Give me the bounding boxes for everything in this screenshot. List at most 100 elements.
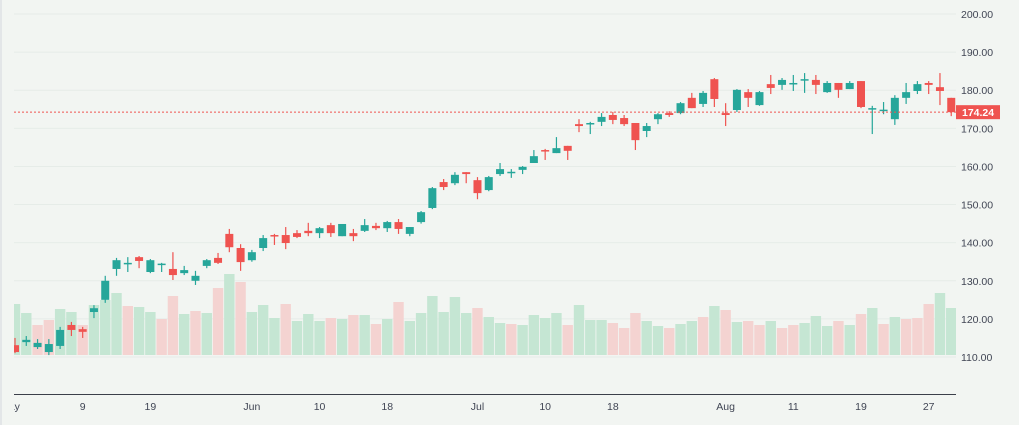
volume-bar (190, 311, 201, 355)
candle-body (202, 260, 211, 266)
candle (417, 211, 426, 224)
volume-bar (156, 319, 167, 355)
candle (732, 89, 741, 112)
volume-bar (855, 314, 867, 355)
candle (281, 227, 290, 250)
volume-bar (167, 296, 179, 355)
candle-body (913, 84, 922, 91)
candle-body (699, 92, 708, 104)
candle-body (405, 227, 414, 234)
volume-bar (224, 274, 235, 355)
candle-body (755, 92, 764, 106)
volume-bar (731, 322, 743, 355)
candle (676, 102, 685, 115)
volume-bar (697, 317, 709, 355)
candle (180, 265, 189, 276)
candle (800, 73, 809, 93)
candle-body (541, 150, 550, 152)
volume-bar (596, 320, 607, 355)
price-axis[interactable]: 110.00 120.00 130.00 140.00 150.00 160.00 170.… (961, 9, 993, 364)
candle (112, 257, 121, 276)
candle-body (349, 233, 358, 237)
volume-bar (122, 306, 133, 355)
volume-bar (235, 282, 246, 355)
x-tick-label: 11 (788, 401, 799, 413)
candle (394, 219, 403, 234)
volume-bar (686, 321, 697, 355)
candle-body (168, 268, 177, 276)
candle (586, 121, 595, 135)
candle (462, 172, 471, 184)
candle (338, 223, 347, 237)
candle (518, 166, 527, 175)
x-tick-label: 10 (539, 401, 551, 413)
x-tick-label: 19 (145, 401, 157, 413)
candle-body (766, 84, 775, 88)
volume-bar (14, 304, 21, 355)
candle-body (450, 174, 459, 184)
volume-bar (179, 314, 190, 355)
x-tick-label: Jul (471, 401, 484, 413)
candle (823, 81, 832, 93)
candle-body (710, 79, 719, 99)
volume-bar (765, 321, 776, 355)
candle-body (360, 225, 369, 231)
candle (191, 270, 200, 285)
volume-bar (449, 297, 461, 355)
candle (168, 252, 177, 281)
candle (315, 227, 324, 239)
candle (428, 187, 437, 210)
volume-bar (145, 312, 156, 355)
volume-bar (743, 321, 754, 355)
last-price-tag-box (956, 105, 1000, 120)
volume-bar (517, 325, 528, 355)
candle-body (608, 114, 617, 120)
volume-bar (336, 319, 348, 355)
candle-body (484, 177, 493, 191)
candle-body (800, 79, 809, 81)
volume-bar (923, 304, 934, 355)
candle-body (14, 345, 19, 353)
candle (857, 81, 865, 109)
volume-bar (201, 313, 212, 355)
volume-bar (494, 323, 506, 355)
candle (834, 82, 843, 98)
y-tick-label: 170.00 (961, 123, 993, 135)
candle-body (935, 87, 944, 91)
volume-bar (257, 305, 269, 355)
y-tick-label: 110.00 (961, 352, 992, 364)
candle (44, 339, 53, 356)
volume-bar (776, 328, 788, 355)
candle (924, 81, 933, 95)
candle (755, 90, 764, 106)
volume-bar (675, 324, 686, 355)
candle-body (214, 257, 223, 263)
candle-body (947, 97, 956, 113)
candle-body (529, 156, 538, 164)
volume-bar (415, 313, 427, 355)
candle-body (721, 113, 730, 115)
candle (146, 259, 155, 274)
candle (293, 230, 301, 239)
candle (642, 122, 651, 138)
volume-bar (483, 317, 494, 355)
volume-bar (618, 328, 630, 355)
time-axis[interactable]: May 9 19 Jun 10 18 Jul 10 18 Aug 11 19 27 (0, 401, 935, 413)
volume-bar (878, 324, 889, 355)
x-tick-label: Aug (716, 401, 735, 413)
candle (371, 222, 380, 231)
volume-bar (844, 325, 855, 355)
candle-body (811, 79, 820, 85)
candle-body (507, 171, 516, 174)
candle (631, 122, 640, 151)
candle (89, 305, 98, 319)
candle (360, 219, 369, 232)
volume-bar (528, 315, 540, 355)
candle (78, 326, 87, 338)
candle (845, 81, 854, 90)
volume-bar (506, 324, 517, 355)
candle-body (687, 97, 696, 109)
candle (902, 82, 911, 104)
volume-bar (652, 326, 664, 355)
